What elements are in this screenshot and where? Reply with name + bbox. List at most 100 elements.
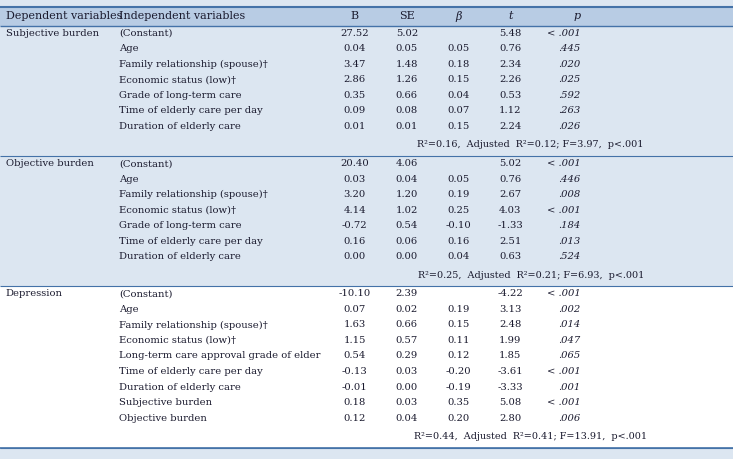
Text: 0.19: 0.19 (447, 190, 469, 199)
Text: -4.22: -4.22 (497, 290, 523, 298)
Text: Family relationship (spouse)†: Family relationship (spouse)† (119, 60, 268, 69)
Text: 0.09: 0.09 (344, 106, 366, 115)
Text: < .001: < .001 (547, 159, 581, 168)
Bar (0, 72, 733, 88)
Text: 4.14: 4.14 (344, 206, 366, 215)
Text: 1.99: 1.99 (499, 336, 521, 345)
Bar (0, 7, 733, 26)
Bar (0, 202, 733, 218)
Text: 1.63: 1.63 (344, 320, 366, 330)
Text: R²=0.25,  Adjusted  R²=0.21; F=6.93,  p<.001: R²=0.25, Adjusted R²=0.21; F=6.93, p<.00… (418, 271, 644, 280)
Text: 3.20: 3.20 (344, 190, 366, 199)
Text: 0.53: 0.53 (499, 91, 521, 100)
Text: 0.29: 0.29 (396, 352, 418, 360)
Text: 0.03: 0.03 (344, 174, 366, 184)
Text: Economic status (low)†: Economic status (low)† (119, 75, 237, 84)
Bar (0, 333, 733, 348)
Text: Long-term care approval grade of elder: Long-term care approval grade of elder (119, 352, 321, 360)
Text: Age: Age (119, 305, 139, 314)
Text: 0.15: 0.15 (447, 320, 469, 330)
Text: .008: .008 (559, 190, 581, 199)
Text: 20.40: 20.40 (340, 159, 369, 168)
Text: Dependent variables: Dependent variables (6, 11, 122, 21)
Text: 0.07: 0.07 (447, 106, 469, 115)
Text: Subjective burden: Subjective burden (119, 398, 213, 407)
Text: β: β (455, 11, 461, 22)
Text: Depression: Depression (6, 290, 63, 298)
Text: Subjective burden: Subjective burden (6, 29, 99, 38)
Text: Family relationship (spouse)†: Family relationship (spouse)† (119, 190, 268, 199)
Text: 0.18: 0.18 (344, 398, 366, 407)
Text: < .001: < .001 (547, 367, 581, 376)
Text: 5.08: 5.08 (499, 398, 521, 407)
Text: 0.63: 0.63 (499, 252, 521, 261)
Text: Time of elderly care per day: Time of elderly care per day (119, 237, 263, 246)
Text: 1.26: 1.26 (396, 75, 418, 84)
Text: Independent variables: Independent variables (119, 11, 246, 21)
Text: 2.24: 2.24 (499, 122, 521, 131)
Text: Grade of long-term care: Grade of long-term care (119, 91, 242, 100)
Text: 0.05: 0.05 (396, 44, 418, 53)
Text: 0.07: 0.07 (344, 305, 366, 314)
Text: 0.76: 0.76 (499, 174, 521, 184)
Bar (0, 118, 733, 134)
Text: 5.48: 5.48 (499, 29, 521, 38)
Text: 0.04: 0.04 (344, 44, 366, 53)
Text: .524: .524 (559, 252, 581, 261)
Text: 0.19: 0.19 (447, 305, 469, 314)
Text: Duration of elderly care: Duration of elderly care (119, 252, 241, 261)
Text: 0.18: 0.18 (447, 60, 469, 69)
Text: -1.33: -1.33 (497, 221, 523, 230)
Bar (0, 103, 733, 118)
Text: 3.13: 3.13 (499, 305, 521, 314)
Text: t: t (508, 11, 512, 21)
Text: 0.54: 0.54 (344, 352, 366, 360)
Text: Time of elderly care per day: Time of elderly care per day (119, 367, 263, 376)
Text: 2.86: 2.86 (344, 75, 366, 84)
Text: R²=0.16,  Adjusted  R²=0.12; F=3.97,  p<.001: R²=0.16, Adjusted R²=0.12; F=3.97, p<.00… (417, 140, 644, 150)
Text: 2.48: 2.48 (499, 320, 521, 330)
Text: 0.66: 0.66 (396, 320, 418, 330)
Text: 0.76: 0.76 (499, 44, 521, 53)
Text: 0.08: 0.08 (396, 106, 418, 115)
Bar (0, 264, 733, 286)
Text: (Constant): (Constant) (119, 29, 173, 38)
Text: .263: .263 (559, 106, 581, 115)
Text: 0.00: 0.00 (344, 252, 366, 261)
Text: 0.35: 0.35 (344, 91, 366, 100)
Text: 0.04: 0.04 (396, 414, 418, 423)
Text: 0.05: 0.05 (447, 44, 469, 53)
Text: -3.61: -3.61 (498, 367, 523, 376)
Bar (0, 379, 733, 395)
Text: 2.34: 2.34 (499, 60, 521, 69)
Bar (0, 302, 733, 317)
Text: 0.04: 0.04 (396, 174, 418, 184)
Text: 0.57: 0.57 (396, 336, 418, 345)
Bar (0, 187, 733, 202)
Text: 1.15: 1.15 (344, 336, 366, 345)
Text: 5.02: 5.02 (499, 159, 521, 168)
Text: .026: .026 (559, 122, 581, 131)
Text: 0.04: 0.04 (447, 91, 469, 100)
Text: 2.67: 2.67 (499, 190, 521, 199)
Text: .184: .184 (559, 221, 581, 230)
Text: Economic status (low)†: Economic status (low)† (119, 206, 237, 215)
Text: 0.16: 0.16 (344, 237, 366, 246)
Bar (0, 364, 733, 379)
Text: .006: .006 (559, 414, 581, 423)
Text: 0.05: 0.05 (447, 174, 469, 184)
Text: .001: .001 (559, 382, 581, 392)
Text: 2.51: 2.51 (499, 237, 521, 246)
Text: 0.66: 0.66 (396, 91, 418, 100)
Text: Age: Age (119, 174, 139, 184)
Text: Time of elderly care per day: Time of elderly care per day (119, 106, 263, 115)
Text: 0.02: 0.02 (396, 305, 418, 314)
Text: SE: SE (399, 11, 415, 21)
Bar (0, 26, 733, 41)
Text: (Constant): (Constant) (119, 290, 173, 298)
Text: < .001: < .001 (547, 398, 581, 407)
Bar (0, 395, 733, 410)
Text: 0.00: 0.00 (396, 252, 418, 261)
Text: (Constant): (Constant) (119, 159, 173, 168)
Text: 0.15: 0.15 (447, 75, 469, 84)
